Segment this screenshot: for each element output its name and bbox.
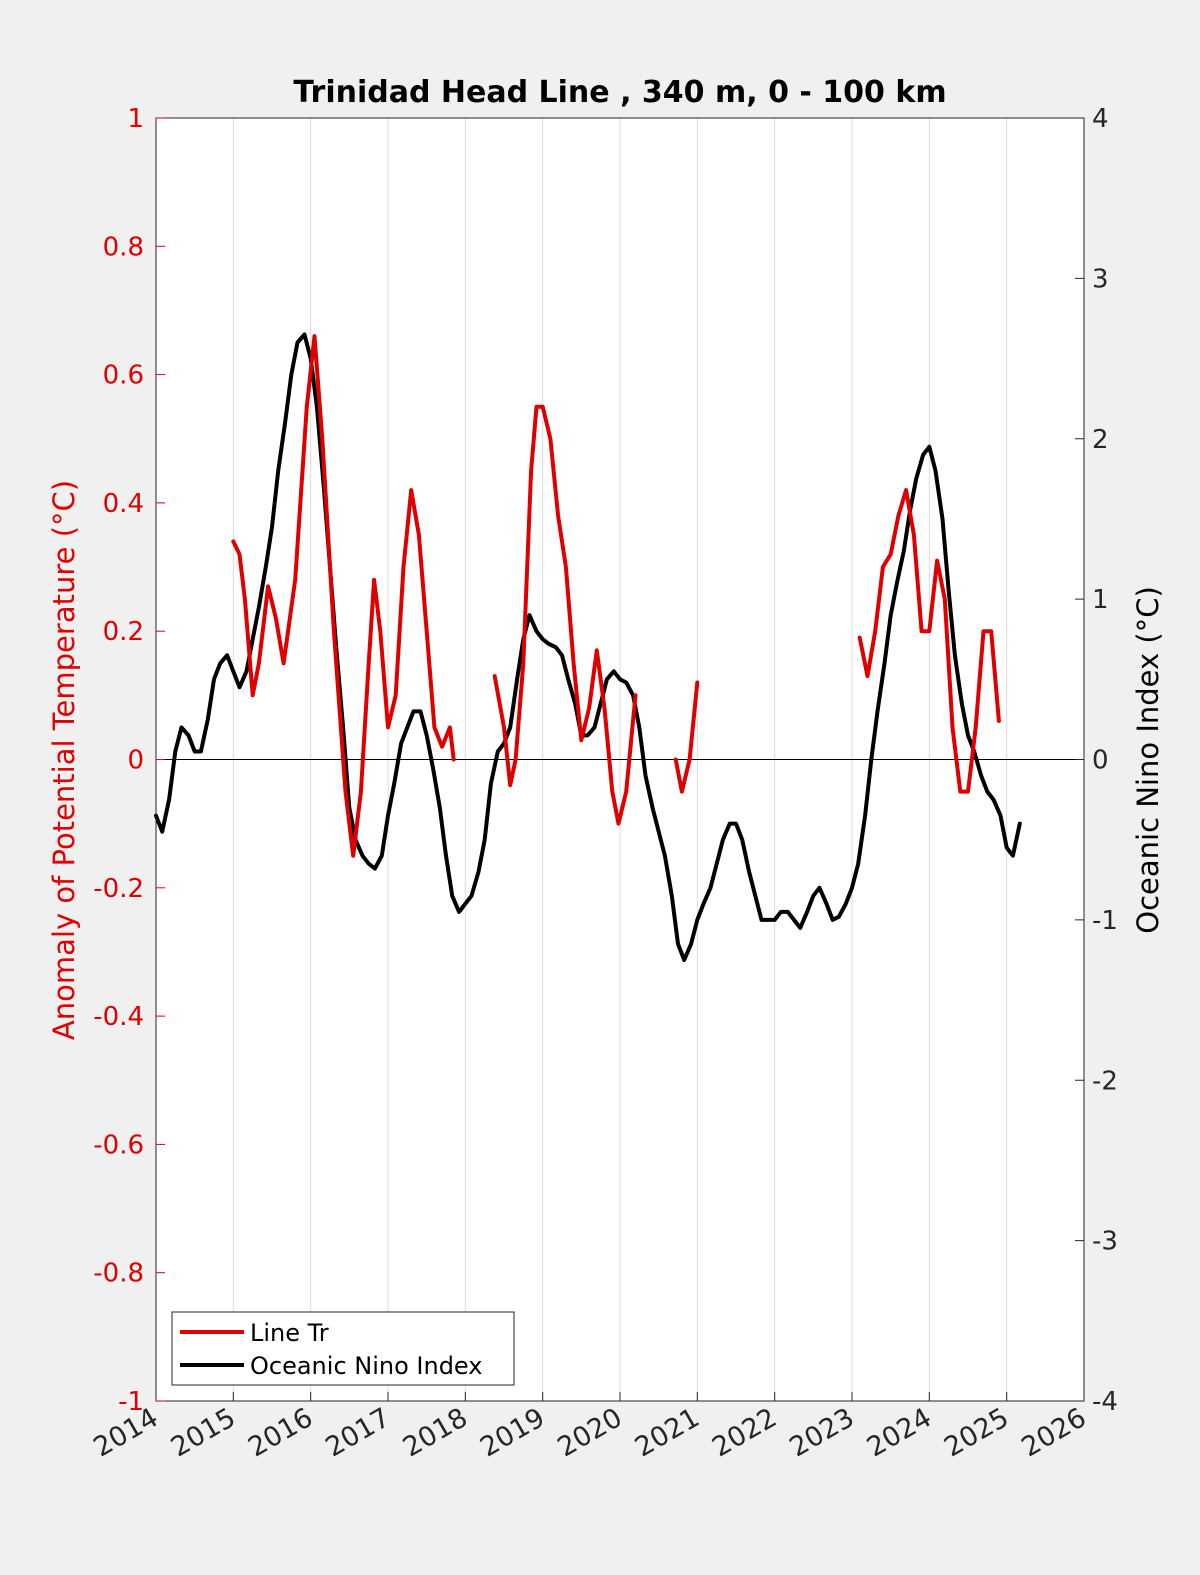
left-y-tick-label: -0.2 xyxy=(93,874,144,904)
right-y-tick-label: -3 xyxy=(1092,1227,1118,1257)
left-y-tick-label: 0.2 xyxy=(103,617,144,647)
chart-title: Trinidad Head Line , 340 m, 0 - 100 km xyxy=(293,75,946,110)
right-y-tick-label: 1 xyxy=(1092,585,1109,615)
right-y-tick-label: 4 xyxy=(1092,104,1109,134)
right-y-tick-label: -2 xyxy=(1092,1066,1118,1096)
left-y-axis-label: Anomaly of Potential Temperature (°C) xyxy=(47,480,81,1040)
legend-label-oni: Oceanic Nino Index xyxy=(250,1352,482,1380)
left-y-tick-label: 1 xyxy=(127,104,144,134)
left-y-tick-label: -0.4 xyxy=(93,1002,144,1032)
left-y-tick-label: 0.4 xyxy=(103,489,144,519)
right-y-tick-label: 3 xyxy=(1092,264,1109,294)
left-y-tick-label: -0.6 xyxy=(93,1130,144,1160)
right-y-tick-label: -1 xyxy=(1092,906,1118,936)
series-line-tr-segment-2 xyxy=(673,680,700,794)
series-line-tr-segment-1 xyxy=(492,404,638,826)
right-y-tick-label: 2 xyxy=(1092,425,1109,455)
left-y-tick-label: 0.8 xyxy=(103,232,144,262)
legend-label-line-tr: Line Tr xyxy=(250,1319,329,1347)
series-layer xyxy=(154,332,1022,962)
left-y-axis: 1 0.8 0.6 0.4 0.2 0 -0.2 -0.4 -0.6 -0.8 -1 xyxy=(93,104,165,1417)
left-y-tick-label: 0.6 xyxy=(103,361,144,391)
right-y-axis: 4 3 2 1 0 -1 -2 -3 -4 xyxy=(1075,104,1118,1417)
series-line-tr-segment-0 xyxy=(231,334,456,858)
left-y-tick-label: -1 xyxy=(118,1387,144,1417)
series-oni-segment-0 xyxy=(154,332,1022,962)
right-y-axis-label: Oceanic Nino Index (°C) xyxy=(1131,586,1165,934)
right-y-tick-label: -4 xyxy=(1092,1387,1118,1417)
legend-box xyxy=(171,1311,515,1386)
series-line-tr-segment-3 xyxy=(857,488,1001,794)
right-y-tick-label: 0 xyxy=(1092,746,1109,776)
left-y-tick-label: -0.8 xyxy=(93,1259,144,1289)
left-y-tick-label: 0 xyxy=(127,746,144,776)
legend: Line Tr Oceanic Nino Index xyxy=(171,1311,515,1386)
